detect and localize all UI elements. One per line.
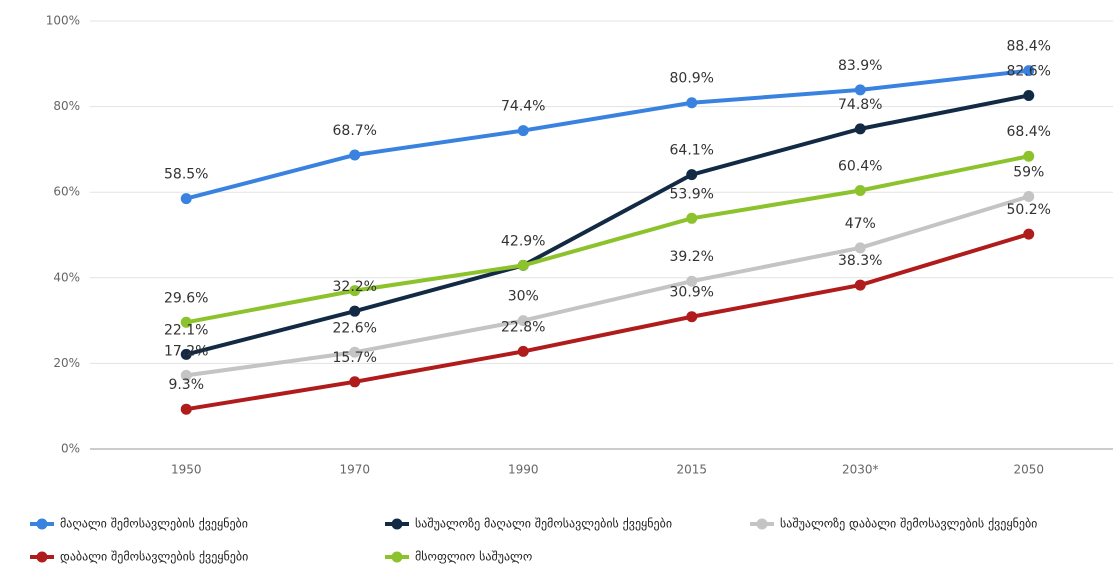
data-point xyxy=(854,84,866,96)
data-label: 15.7% xyxy=(333,350,377,366)
data-label: 74.8% xyxy=(838,97,882,113)
data-label: 30.9% xyxy=(670,285,714,301)
series-line xyxy=(185,93,1030,357)
x-tick-label: 1970 xyxy=(339,463,370,477)
data-label: 88.4% xyxy=(1007,39,1051,55)
data-point xyxy=(180,403,192,415)
data-point xyxy=(517,125,529,137)
data-point xyxy=(854,279,866,291)
data-point xyxy=(180,348,192,360)
data-point xyxy=(854,242,866,254)
y-tick-label: 20% xyxy=(53,356,80,370)
y-tick-label: 60% xyxy=(53,185,80,199)
data-label: 68.4% xyxy=(1007,124,1051,140)
data-point xyxy=(854,123,866,135)
data-point xyxy=(349,346,361,358)
data-label: 38.3% xyxy=(838,253,882,269)
legend-label: მსოფლიო საშუალო xyxy=(415,550,532,564)
data-point xyxy=(1023,150,1035,162)
data-point xyxy=(854,184,866,196)
data-label: 47% xyxy=(845,216,876,232)
data-point xyxy=(1023,89,1035,101)
data-point xyxy=(1023,65,1035,77)
data-point xyxy=(349,376,361,388)
x-tick-label: 1950 xyxy=(171,463,202,477)
data-point xyxy=(349,285,361,297)
x-tick-label: 2030* xyxy=(842,463,879,477)
data-label: 42.9% xyxy=(501,233,545,249)
data-point xyxy=(349,149,361,161)
data-label: 64.1% xyxy=(670,143,714,159)
data-label: 22.8% xyxy=(501,319,545,335)
data-label: 83.9% xyxy=(838,58,882,74)
y-tick-label: 40% xyxy=(53,270,80,284)
y-tick-label: 80% xyxy=(53,99,80,113)
series-line xyxy=(185,154,1030,325)
data-label: 17.2% xyxy=(164,343,208,359)
series-line xyxy=(185,232,1030,412)
data-point xyxy=(686,169,698,181)
data-point xyxy=(349,305,361,317)
data-label: 82.6% xyxy=(1007,63,1051,79)
data-label: 80.9% xyxy=(670,71,714,87)
y-tick-label: 0% xyxy=(61,442,80,456)
data-label: 50.2% xyxy=(1007,202,1051,218)
data-point xyxy=(686,311,698,323)
data-label: 53.9% xyxy=(670,186,714,202)
data-point xyxy=(686,212,698,224)
legend-swatch xyxy=(391,551,403,563)
data-label: 22.6% xyxy=(333,320,377,336)
x-tick-label: 2050 xyxy=(1013,463,1044,477)
y-tick-label: 100% xyxy=(46,14,80,28)
data-label: 68.7% xyxy=(333,123,377,139)
series-line xyxy=(185,194,1030,378)
data-label: 30% xyxy=(508,289,539,305)
data-point xyxy=(686,97,698,109)
data-point xyxy=(517,345,529,357)
data-label: 39.2% xyxy=(670,249,714,265)
series-line xyxy=(185,68,1029,201)
x-tick-label: 1990 xyxy=(508,463,539,477)
legend-label: დაბალი შემოსავლების ქვეყნები xyxy=(60,550,248,564)
data-point xyxy=(180,369,192,381)
data-label: 32.2% xyxy=(333,279,377,295)
legend-swatch xyxy=(36,551,48,563)
data-point xyxy=(1023,228,1035,240)
data-label: 58.5% xyxy=(164,167,208,183)
x-tick-label: 2015 xyxy=(676,463,707,477)
data-point xyxy=(517,259,529,271)
data-point xyxy=(1023,190,1035,202)
data-label: 59% xyxy=(1013,164,1044,180)
data-point xyxy=(517,315,529,327)
data-label: 9.3% xyxy=(168,377,204,393)
data-point xyxy=(686,275,698,287)
data-label: 60.4% xyxy=(838,158,882,174)
data-label: 29.6% xyxy=(164,290,208,306)
legend-label: საშუალოზე მაღალი შემოსავლების ქვეყნები xyxy=(415,517,672,531)
data-label: 22.1% xyxy=(164,322,208,338)
legend-label: მაღალი შემოსავლების ქვეყნები xyxy=(60,517,248,531)
legend-swatch xyxy=(756,518,768,530)
data-point xyxy=(180,316,192,328)
data-label: 74.4% xyxy=(501,99,545,115)
legend-label: საშუალოზე დაბალი შემოსავლების ქვეყნები xyxy=(780,517,1037,531)
legend-swatch xyxy=(36,518,48,530)
legend-swatch xyxy=(391,518,403,530)
data-point xyxy=(180,193,192,205)
